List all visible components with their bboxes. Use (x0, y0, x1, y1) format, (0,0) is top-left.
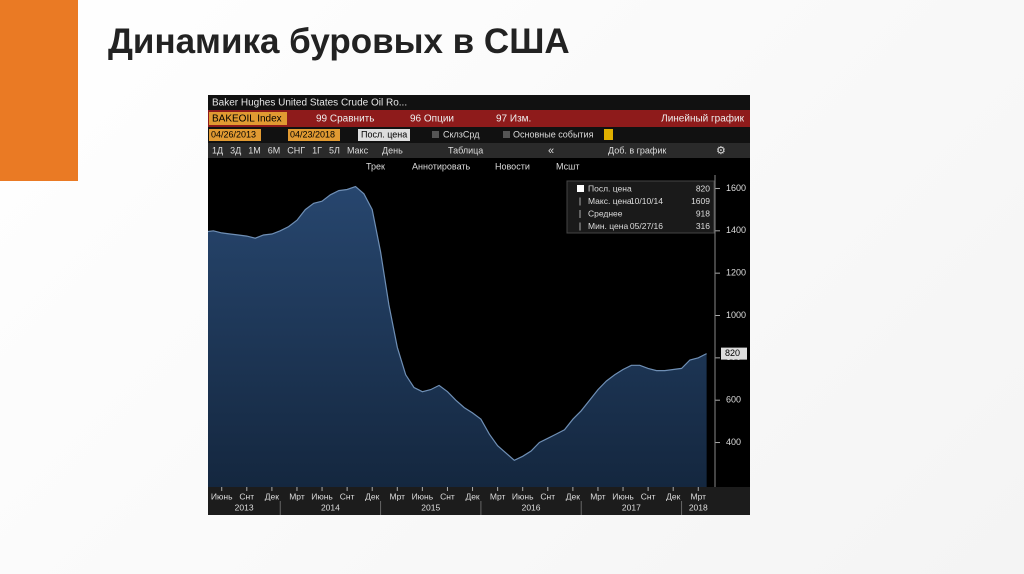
area (208, 186, 707, 487)
legend-date: 05/27/16 (630, 221, 663, 231)
menu-item[interactable]: 97 Изм. (496, 114, 531, 125)
x-tick-label: Снт (440, 491, 455, 501)
x-tick-label: Мрт (691, 491, 707, 501)
accent-bar (0, 0, 78, 181)
x-tick-label: Июнь (211, 491, 233, 501)
legend-label: Посл. цена (588, 183, 632, 193)
x-tick-label: Снт (340, 491, 355, 501)
last-value-box (721, 347, 747, 360)
x-tick-label: Снт (239, 491, 254, 501)
plot (208, 185, 707, 487)
x-tick-label: Дек (465, 491, 479, 501)
menu-item[interactable]: 99 Сравнить (316, 114, 374, 125)
legend-label: Макс. цена (588, 196, 632, 206)
x-tick-label: Снт (641, 491, 656, 501)
collapse-icon[interactable]: « (548, 145, 554, 157)
x-tick-label: Снт (540, 491, 555, 501)
date-box[interactable] (288, 129, 340, 141)
legend (566, 180, 715, 234)
x-tick-label: Дек (365, 491, 379, 501)
period-button[interactable]: 1Г (312, 145, 322, 155)
y-tick-label: 1600 (726, 183, 746, 193)
legend-value: 918 (696, 208, 710, 218)
legend-value: 820 (696, 183, 710, 193)
x-axis-band (208, 487, 750, 515)
field-box[interactable] (358, 129, 410, 141)
legend-value: 1609 (691, 196, 710, 206)
x-tick-label: Июнь (512, 491, 534, 501)
tool-button[interactable]: Новости (495, 161, 530, 171)
menu-bar (208, 110, 750, 127)
chart-kind[interactable]: Линейный график (661, 113, 744, 125)
info-icon[interactable] (604, 129, 613, 140)
last-value-label: 820 (725, 348, 740, 358)
y-tick-label: 1400 (726, 225, 746, 235)
table-button[interactable]: Таблица (448, 145, 483, 155)
legend-date: 10/10/14 (630, 196, 663, 206)
line (208, 185, 707, 462)
checkbox[interactable] (503, 131, 510, 138)
x-tick-label: Дек (666, 491, 680, 501)
tool-button[interactable]: Мсшт (556, 161, 579, 171)
header-text: Baker Hughes United States Crude Oil Ro.… (212, 98, 407, 109)
year-label: 2015 (421, 502, 440, 512)
date-box[interactable] (209, 129, 261, 141)
legend-label: Среднее (588, 208, 623, 218)
x-tick-label: Июнь (311, 491, 333, 501)
checkbox[interactable] (432, 131, 439, 138)
legend-swatch (577, 185, 584, 192)
period-button[interactable]: 6М (268, 145, 281, 155)
period-button[interactable]: 1М (248, 145, 261, 155)
period-button[interactable]: СНГ (287, 145, 305, 155)
ticker[interactable]: BAKEOIL Index (212, 114, 282, 125)
frequency[interactable]: День (382, 145, 403, 155)
add-button[interactable]: Доб. в график (608, 145, 666, 155)
year-label: 2018 (689, 502, 708, 512)
x-tick-label: Мрт (390, 491, 406, 501)
period-button[interactable]: 3Д (230, 145, 241, 155)
ticker-box[interactable] (209, 112, 287, 125)
year-label: 2017 (622, 502, 641, 512)
menu-item[interactable]: 96 Опции (410, 114, 454, 125)
period-bar (208, 143, 750, 158)
toggle[interactable]: Основные события (513, 129, 594, 139)
slide-title: Динамика буровых в США (108, 22, 570, 61)
y-tick-label: 400 (726, 437, 741, 447)
toggle[interactable]: СклзСрд (443, 129, 480, 139)
y-tick-label: 1000 (726, 310, 746, 320)
tool-button[interactable]: Трек (366, 161, 385, 171)
field[interactable]: Посл. цена (361, 129, 407, 139)
header-bar (208, 95, 750, 110)
x-tick-label: Июнь (612, 491, 634, 501)
date-bar (208, 127, 750, 143)
x-tick-label: Мрт (289, 491, 305, 501)
year-label: 2013 (235, 502, 254, 512)
end-date[interactable]: 04/23/2018 (290, 129, 335, 139)
period-button[interactable]: 5Л (329, 145, 340, 155)
x-tick-label: Мрт (590, 491, 606, 501)
year-label: 2014 (321, 502, 340, 512)
x-tick-label: Мрт (490, 491, 506, 501)
settings-icon[interactable]: ⚙ (716, 145, 726, 157)
start-date[interactable]: 04/26/2013 (211, 129, 256, 139)
year-label: 2016 (522, 502, 541, 512)
tool-button[interactable]: Аннотировать (412, 161, 471, 171)
x-tick-label: Июнь (412, 491, 434, 501)
x-tick-label: Дек (566, 491, 580, 501)
x-tick-label: Дек (265, 491, 279, 501)
period-button[interactable]: Макс (347, 145, 369, 155)
y-tick-label: 600 (726, 395, 741, 405)
period-button[interactable]: 1Д (212, 145, 223, 155)
y-tick-label: 1200 (726, 268, 746, 278)
legend-label: Мин. цена (588, 221, 628, 231)
legend-value: 316 (696, 221, 710, 231)
